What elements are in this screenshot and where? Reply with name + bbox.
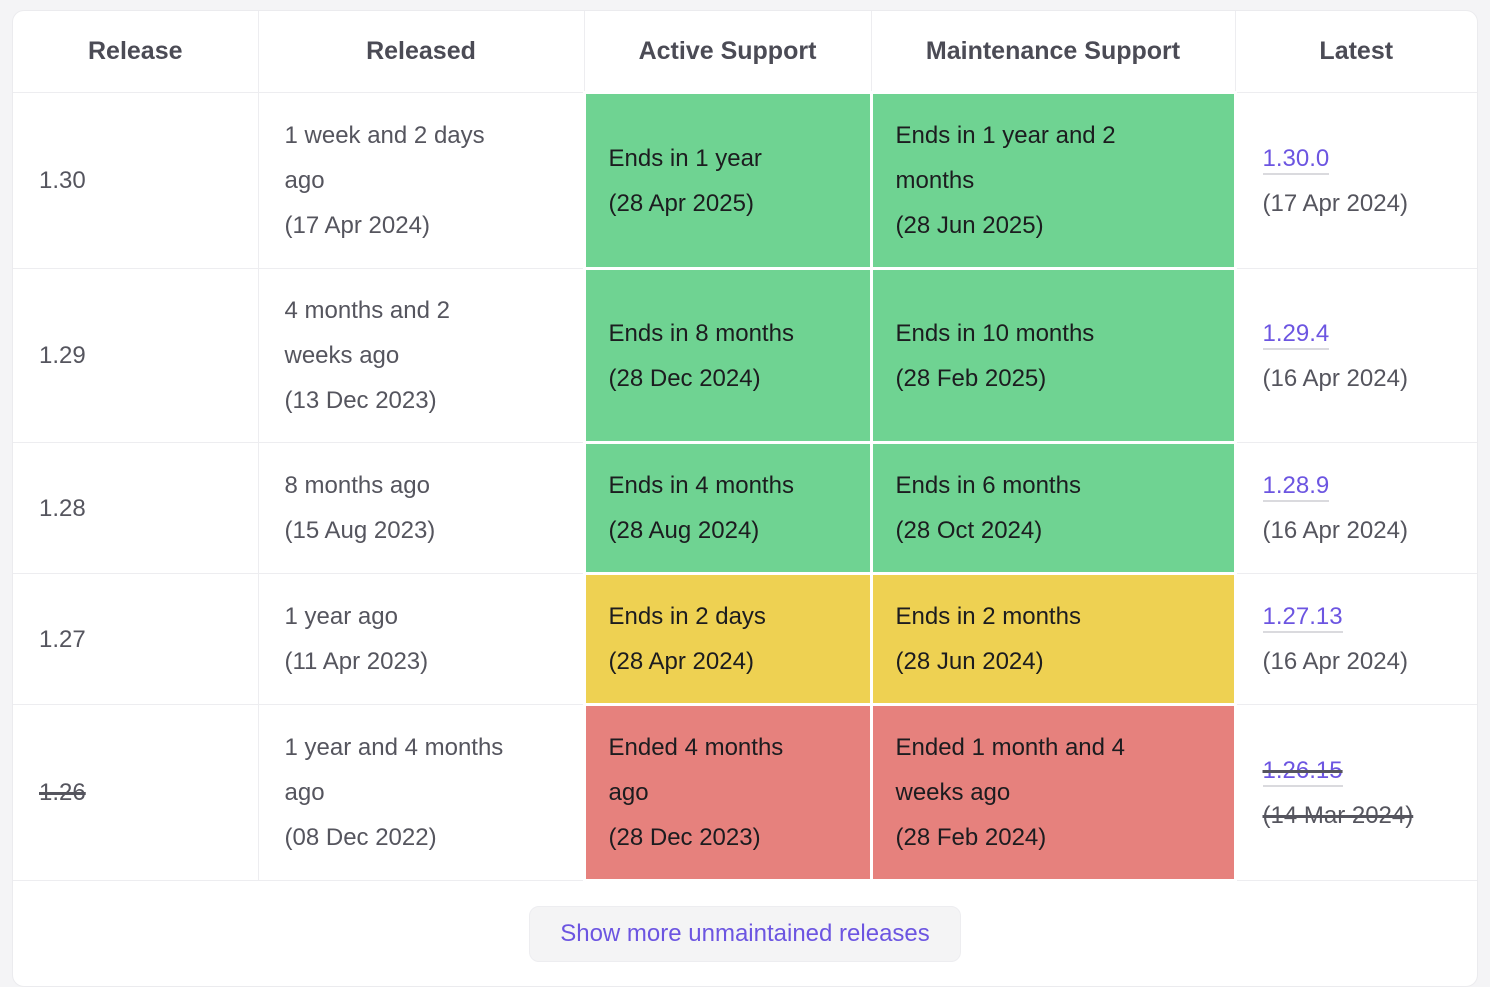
- footer-row: Show more unmaintained releases: [13, 880, 1477, 986]
- active-support-date: (28 Apr 2024): [608, 648, 754, 675]
- released-relative: 1 week and 2 days ago: [284, 122, 485, 194]
- release-cell: 1.28: [13, 442, 259, 574]
- release-cell: 1.30: [13, 92, 259, 269]
- active-support-date: (28 Aug 2024): [608, 517, 760, 544]
- release-cell: 1.29: [13, 268, 259, 443]
- released-relative: 8 months ago: [284, 472, 430, 499]
- maintenance-support-label: Ends in 1 year and 2 months: [895, 122, 1116, 194]
- release-row-1-30: 1.30 1 week and 2 days ago (17 Apr 2024)…: [13, 91, 1477, 270]
- latest-date: (17 Apr 2024): [1262, 189, 1408, 217]
- active-support-date: (28 Dec 2023): [608, 824, 761, 851]
- release-cell: 1.26: [13, 704, 259, 881]
- column-header-released: Released: [257, 11, 585, 93]
- latest-date: (16 Apr 2024): [1262, 648, 1408, 675]
- release-version: 1.28: [39, 494, 86, 522]
- maintenance-support-label: Ends in 10 months: [895, 319, 1095, 347]
- active-support-cell: Ends in 8 months (28 Dec 2024): [582, 267, 873, 444]
- release-version: 1.29: [39, 342, 86, 369]
- column-header-latest: Latest: [1234, 11, 1477, 93]
- maintenance-support-date: (28 Feb 2024): [895, 824, 1047, 851]
- released-relative: 1 year ago: [284, 603, 398, 630]
- active-support-date: (28 Apr 2025): [608, 189, 754, 217]
- active-support-label: Ended 4 months ago: [608, 734, 784, 806]
- latest-version-link[interactable]: 1.28.9: [1262, 472, 1330, 502]
- maintenance-support-cell: Ended 1 month and 4 weeks ago (28 Feb 20…: [869, 703, 1237, 882]
- maintenance-support-date: (28 Feb 2025): [895, 364, 1047, 392]
- active-support-label: Ends in 2 days: [608, 603, 766, 630]
- latest-cell: 1.27.13 (16 Apr 2024): [1234, 573, 1477, 705]
- released-cell: 1 week and 2 days ago (17 Apr 2024): [257, 92, 585, 269]
- maintenance-support-date: (28 Jun 2025): [895, 212, 1044, 239]
- release-version: 1.27: [39, 625, 86, 653]
- maintenance-support-date: (28 Oct 2024): [895, 517, 1043, 544]
- latest-cell: 1.29.4 (16 Apr 2024): [1234, 268, 1477, 443]
- released-cell: 1 year and 4 months ago (08 Dec 2022): [257, 704, 585, 881]
- release-support-table: Release Released Active Support Maintena…: [13, 11, 1477, 986]
- release-row-1-29: 1.29 4 months and 2 weeks ago (13 Dec 20…: [13, 267, 1477, 444]
- active-support-label: Ends in 8 months: [608, 319, 794, 347]
- release-support-card: Release Released Active Support Maintena…: [12, 10, 1478, 987]
- latest-version-link[interactable]: 1.26.15: [1262, 756, 1343, 787]
- released-date: (17 Apr 2024): [284, 212, 430, 239]
- active-support-cell: Ended 4 months ago (28 Dec 2023): [582, 703, 873, 882]
- maintenance-support-label: Ends in 6 months: [895, 472, 1081, 499]
- column-header-release: Release: [13, 11, 259, 93]
- release-row-1-27: 1.27 1 year ago (11 Apr 2023) Ends in 2 …: [13, 572, 1477, 706]
- active-support-cell: Ends in 1 year (28 Apr 2025): [582, 91, 873, 270]
- show-more-unmaintained-button[interactable]: Show more unmaintained releases: [529, 906, 961, 962]
- active-support-label: Ends in 4 months: [608, 472, 794, 499]
- released-relative: 4 months and 2 weeks ago: [284, 297, 450, 369]
- maintenance-support-cell: Ends in 2 months (28 Jun 2024): [869, 572, 1237, 706]
- release-version: 1.30: [39, 167, 86, 194]
- latest-version-link[interactable]: 1.27.13: [1262, 603, 1343, 633]
- maintenance-support-label: Ends in 2 months: [895, 603, 1081, 630]
- latest-cell: 1.30.0 (17 Apr 2024): [1234, 92, 1477, 269]
- maintenance-support-cell: Ends in 1 year and 2 months (28 Jun 2025…: [869, 91, 1237, 270]
- column-header-active-support: Active Support: [583, 11, 872, 93]
- release-cell: 1.27: [13, 573, 259, 705]
- maintenance-support-cell: Ends in 6 months (28 Oct 2024): [869, 441, 1237, 575]
- released-cell: 4 months and 2 weeks ago (13 Dec 2023): [257, 268, 585, 443]
- latest-cell: 1.26.15 (14 Mar 2024): [1234, 704, 1477, 881]
- active-support-cell: Ends in 2 days (28 Apr 2024): [582, 572, 873, 706]
- maintenance-support-cell: Ends in 10 months (28 Feb 2025): [869, 267, 1237, 444]
- header-row: Release Released Active Support Maintena…: [13, 11, 1477, 93]
- latest-date: (16 Apr 2024): [1262, 517, 1408, 544]
- released-date: (11 Apr 2023): [284, 648, 429, 675]
- column-header-maintenance-support: Maintenance Support: [870, 11, 1236, 93]
- active-support-label: Ends in 1 year: [608, 144, 762, 172]
- released-relative: 1 year and 4 months ago: [284, 734, 504, 806]
- latest-version-link[interactable]: 1.29.4: [1262, 319, 1330, 350]
- footer-cell: Show more unmaintained releases: [13, 880, 1477, 986]
- latest-version-link[interactable]: 1.30.0: [1262, 144, 1330, 175]
- active-support-date: (28 Dec 2024): [608, 364, 761, 392]
- active-support-cell: Ends in 4 months (28 Aug 2024): [582, 441, 873, 575]
- maintenance-support-label: Ended 1 month and 4 weeks ago: [895, 734, 1126, 806]
- release-version: 1.26: [39, 779, 86, 806]
- released-cell: 8 months ago (15 Aug 2023): [257, 442, 585, 574]
- latest-cell: 1.28.9 (16 Apr 2024): [1234, 442, 1477, 574]
- released-cell: 1 year ago (11 Apr 2023): [257, 573, 585, 705]
- released-date: (15 Aug 2023): [284, 517, 436, 544]
- released-date: (13 Dec 2023): [284, 387, 437, 414]
- released-date: (08 Dec 2022): [284, 824, 437, 851]
- release-row-1-26: 1.26 1 year and 4 months ago (08 Dec 202…: [13, 703, 1477, 882]
- release-row-1-28: 1.28 8 months ago (15 Aug 2023) Ends in …: [13, 441, 1477, 575]
- latest-date: (14 Mar 2024): [1262, 801, 1414, 829]
- maintenance-support-date: (28 Jun 2024): [895, 648, 1044, 675]
- latest-date: (16 Apr 2024): [1262, 364, 1408, 392]
